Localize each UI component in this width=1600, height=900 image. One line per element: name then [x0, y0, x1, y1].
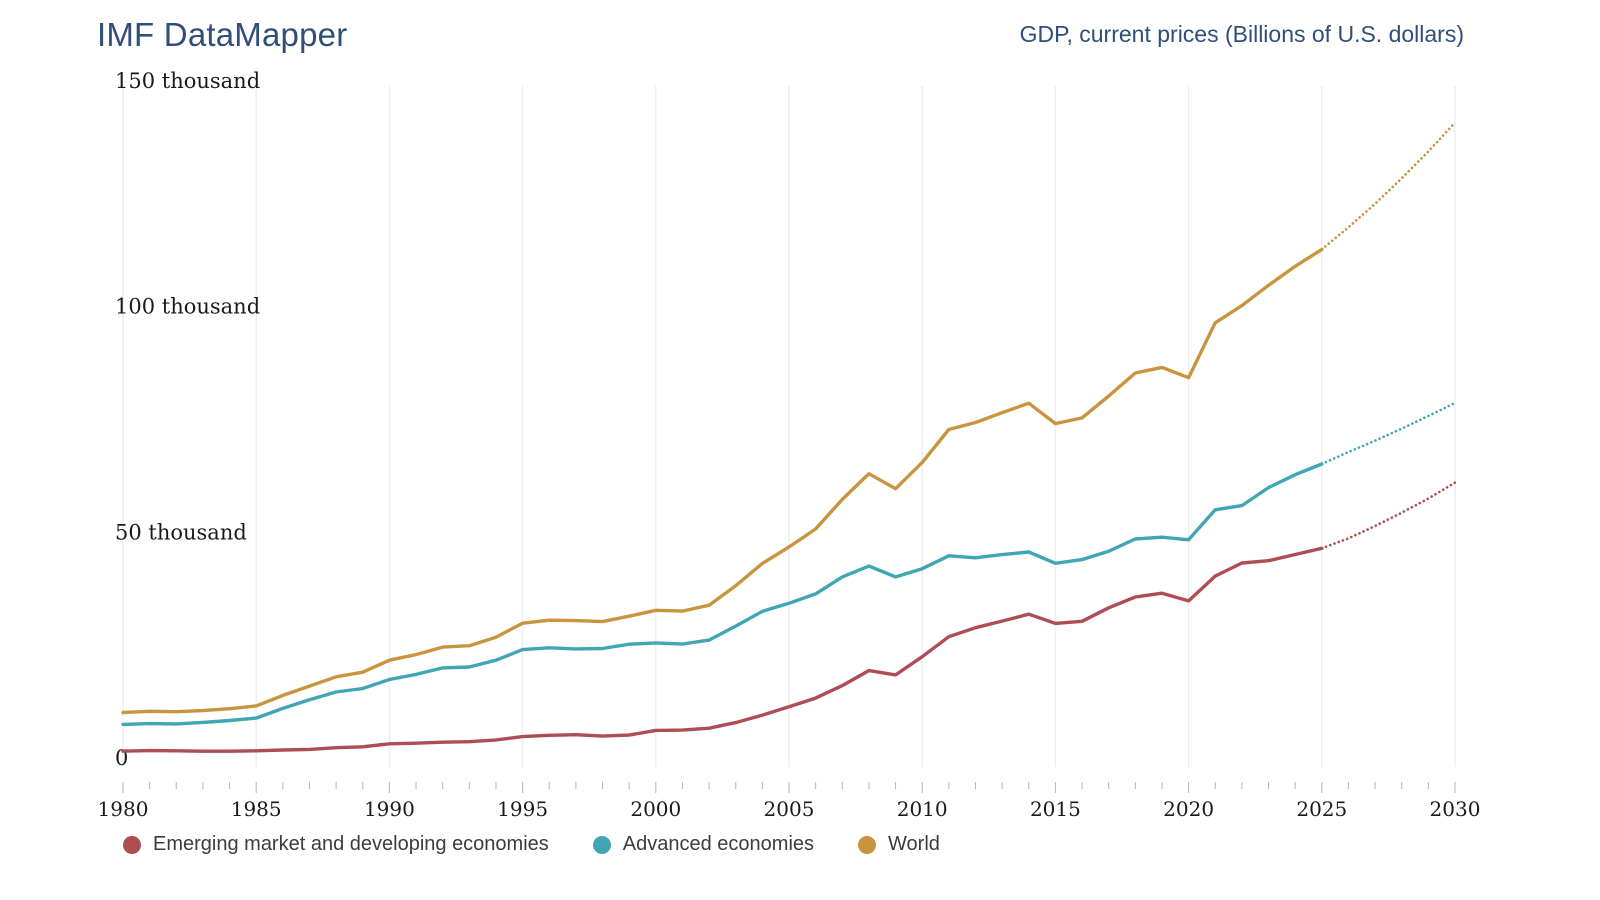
y-axis-label-50000: 50 thousand	[115, 520, 247, 544]
series-projection-world[interactable]	[1320, 121, 1457, 251]
x-axis-label-2030: 2030	[1430, 797, 1481, 821]
series-line-advanced[interactable]	[121, 462, 1324, 727]
series-line-emerging[interactable]	[121, 546, 1324, 753]
x-axis-label-2020: 2020	[1163, 797, 1214, 821]
legend-label-world: World	[888, 833, 940, 855]
legend-item-advanced[interactable]: Advanced economies	[592, 833, 815, 856]
series-line-world[interactable]	[121, 247, 1324, 715]
x-axis-label-1990: 1990	[364, 797, 415, 821]
legend-dot-emerging	[123, 835, 141, 854]
x-axis-label-2025: 2025	[1296, 797, 1347, 821]
legend-label-emerging: Emerging market and developing economies	[153, 833, 549, 855]
y-axis-label-100000: 100 thousand	[115, 295, 260, 319]
series-projection-emerging[interactable]	[1320, 481, 1457, 550]
x-axis-label-1980: 1980	[98, 797, 149, 821]
y-axis-label-150000: 150 thousand	[115, 69, 260, 93]
legend-item-emerging[interactable]: Emerging market and developing economies	[123, 833, 549, 856]
legend-dot-advanced	[592, 835, 611, 854]
x-axis-label-2005: 2005	[764, 797, 815, 821]
x-axis-label-2015: 2015	[1030, 797, 1081, 821]
x-axis-label-1985: 1985	[231, 797, 282, 821]
x-axis-label-2000: 2000	[630, 797, 681, 821]
legend-item-world[interactable]: World	[858, 833, 940, 856]
series-projection-advanced[interactable]	[1320, 401, 1457, 466]
legend-label-advanced: Advanced economies	[622, 833, 815, 855]
app-title: IMF DataMapper	[97, 16, 348, 53]
x-axis-label-1995: 1995	[497, 797, 548, 821]
legend: Emerging market and developing economies…	[123, 833, 940, 856]
legend-dot-world	[858, 835, 877, 854]
chart-title: GDP, current prices (Billions of U.S. do…	[1019, 21, 1464, 47]
x-axis-label-2010: 2010	[897, 797, 948, 821]
